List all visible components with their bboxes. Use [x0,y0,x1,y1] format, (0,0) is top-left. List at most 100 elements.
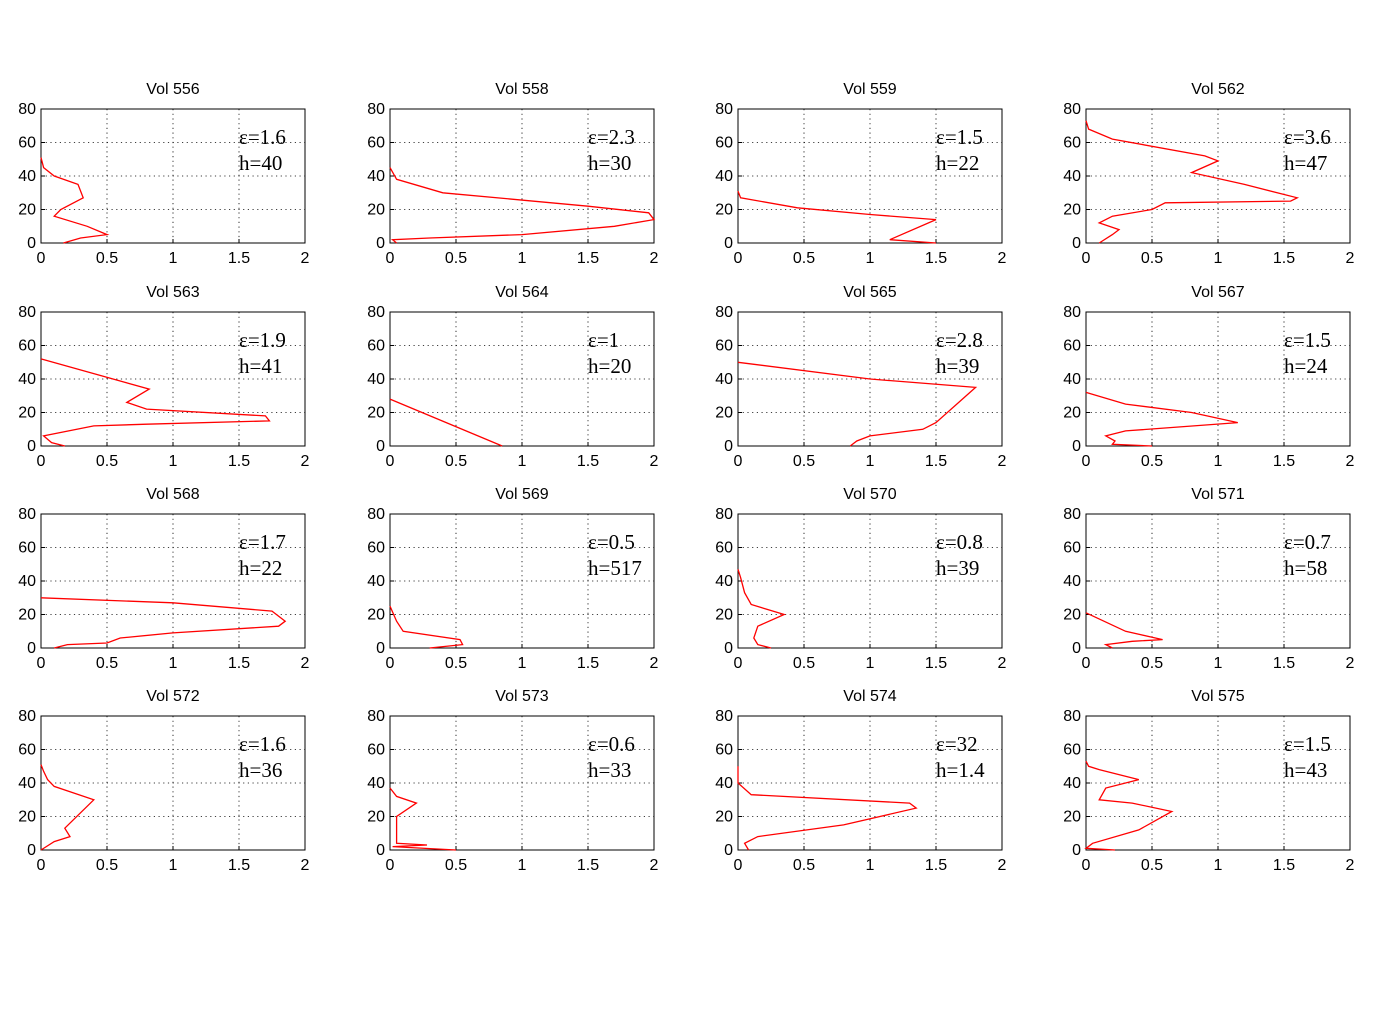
x-tick-label: 1.5 [925,250,947,267]
x-tick-label: 2 [650,857,659,874]
x-tick-label: 1 [866,453,875,470]
subplot-title: Vol 569 [495,486,548,503]
y-tick-label: 20 [367,405,385,422]
x-tick-label: 1.5 [925,655,947,672]
x-tick-label: 0 [37,453,46,470]
y-tick-label: 80 [18,708,36,725]
y-tick-label: 80 [715,101,733,118]
x-tick-label: 0.5 [96,250,118,267]
epsilon-annotation: ε=1.5 [936,125,983,149]
epsilon-annotation: ε=0.7 [1284,530,1331,554]
y-tick-label: 20 [18,607,36,624]
x-tick-label: 1.5 [228,857,250,874]
x-tick-label: 1.5 [228,250,250,267]
y-tick-label: 0 [724,438,733,455]
epsilon-annotation: ε=0.6 [588,732,635,756]
h-annotation: h=40 [239,151,282,175]
profile-series-line [737,190,937,244]
h-annotation: h=36 [239,758,282,782]
x-tick-label: 2 [1346,250,1355,267]
x-tick-label: 0 [386,250,395,267]
x-tick-label: 0 [37,250,46,267]
y-tick-label: 40 [18,573,36,590]
y-tick-label: 60 [18,338,36,355]
x-tick-label: 1 [1214,655,1223,672]
profile-series-line [40,157,110,244]
y-tick-label: 20 [715,809,733,826]
y-tick-label: 20 [18,809,36,826]
y-tick-label: 0 [1072,438,1081,455]
y-tick-label: 20 [18,405,36,422]
epsilon-annotation: ε=1.5 [1284,328,1331,352]
x-tick-label: 0 [386,453,395,470]
y-tick-label: 20 [715,405,733,422]
epsilon-annotation: ε=2.3 [588,125,635,149]
epsilon-annotation: ε=0.8 [936,530,983,554]
x-tick-label: 1 [169,655,178,672]
profile-series-line [389,605,464,649]
subplot-title: Vol 565 [843,284,896,301]
y-tick-label: 60 [715,540,733,557]
h-annotation: h=22 [239,556,282,580]
y-tick-label: 80 [1063,101,1081,118]
profile-series-line [737,569,787,649]
y-tick-label: 20 [367,607,385,624]
y-tick-label: 80 [715,708,733,725]
y-tick-label: 20 [18,202,36,219]
profile-series-line [40,764,96,851]
y-tick-label: 0 [376,842,385,859]
y-tick-label: 40 [715,775,733,792]
epsilon-annotation: ε=1 [588,328,619,352]
x-tick-label: 1 [866,250,875,267]
subplot-title: Vol 572 [146,688,199,705]
y-tick-label: 0 [1072,842,1081,859]
subplot-title: Vol 559 [843,81,896,98]
x-tick-label: 1 [169,857,178,874]
y-tick-label: 80 [18,304,36,321]
epsilon-annotation: ε=2.8 [936,328,983,352]
y-tick-label: 60 [1063,742,1081,759]
x-tick-label: 0.5 [445,453,467,470]
y-tick-label: 60 [1063,338,1081,355]
h-annotation: h=39 [936,354,979,378]
x-tick-label: 0 [1082,453,1091,470]
x-tick-label: 0 [734,250,743,267]
x-tick-label: 2 [301,453,310,470]
epsilon-annotation: ε=0.5 [588,530,635,554]
x-tick-label: 0.5 [793,250,815,267]
profile-series-line [40,358,271,447]
x-tick-label: 0 [1082,655,1091,672]
x-tick-label: 1.5 [1273,857,1295,874]
y-tick-label: 40 [1063,573,1081,590]
y-tick-label: 0 [376,235,385,252]
x-tick-label: 1.5 [1273,655,1295,672]
x-tick-label: 0.5 [96,453,118,470]
x-tick-label: 1 [1214,453,1223,470]
x-tick-label: 2 [998,453,1007,470]
x-tick-label: 1.5 [1273,453,1295,470]
epsilon-annotation: ε=1.7 [239,530,286,554]
h-annotation: h=43 [1284,758,1327,782]
x-tick-label: 2 [301,857,310,874]
x-tick-label: 2 [650,250,659,267]
subplot-title: Vol 556 [146,81,199,98]
y-tick-label: 80 [1063,506,1081,523]
x-tick-label: 1.5 [1273,250,1295,267]
y-tick-label: 0 [724,640,733,657]
x-tick-label: 1 [169,453,178,470]
x-tick-label: 2 [1346,655,1355,672]
x-tick-label: 0.5 [1141,453,1163,470]
y-tick-label: 0 [724,842,733,859]
y-tick-label: 20 [1063,405,1081,422]
epsilon-annotation: ε=1.5 [1284,732,1331,756]
x-tick-label: 1 [518,655,527,672]
x-tick-label: 0.5 [96,857,118,874]
y-tick-label: 20 [1063,202,1081,219]
